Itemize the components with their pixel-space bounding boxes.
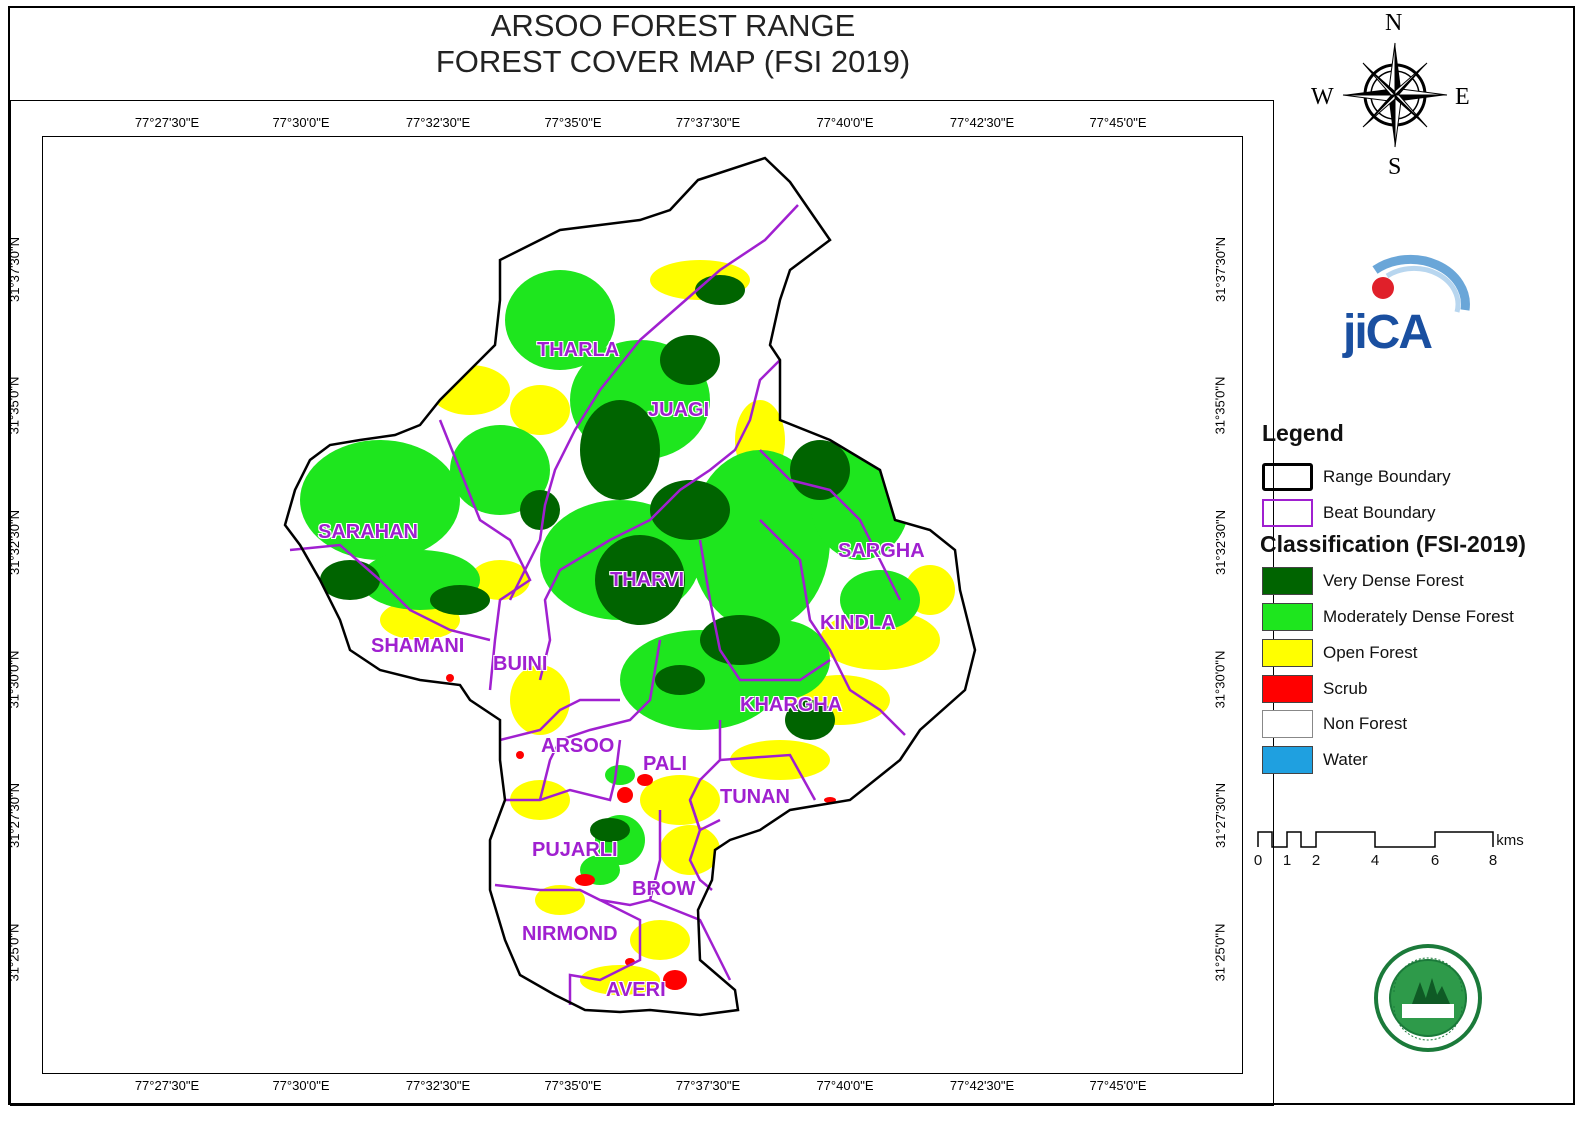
lon-tick-bottom: 77°45'0"E <box>1089 1078 1147 1093</box>
forest-department-seal-icon <box>1374 944 1482 1052</box>
legend-swatch <box>1262 567 1313 595</box>
beat-label-averi: AVERI <box>606 979 666 1001</box>
svg-text:jiCA: jiCA <box>1342 306 1432 359</box>
scale-label: 0 <box>1253 852 1263 869</box>
beat-label-shamani: SHAMANI <box>371 635 465 657</box>
map-title-line1: ARSOO FOREST RANGE <box>490 8 856 43</box>
lon-tick-bottom: 77°32'30"E <box>405 1078 471 1093</box>
lon-tick-top: 77°30'0"E <box>272 115 330 130</box>
lon-tick-bottom: 77°40'0"E <box>816 1078 874 1093</box>
beat-label-pali: PALI <box>643 753 688 775</box>
beat-label-tharla: THARLA <box>537 339 620 361</box>
legend-swatch <box>1262 746 1313 774</box>
lon-tick-top: 77°32'30"E <box>405 115 471 130</box>
lon-tick-bottom: 77°27'30"E <box>134 1078 200 1093</box>
legend-label: Water <box>1323 750 1368 769</box>
legend-label: Non Forest <box>1323 714 1408 733</box>
lon-tick-top: 77°40'0"E <box>816 115 874 130</box>
beat-boundaries <box>289 204 906 1005</box>
legend-label: Open Forest <box>1323 643 1418 662</box>
lon-tick-top: 77°35'0"E <box>544 115 602 130</box>
range-boundary <box>283 156 977 1017</box>
beat-label-pujarli: PUJARLI <box>532 839 618 861</box>
beat-label-kindla: KINDLA <box>820 612 896 634</box>
legend-swatch <box>1262 639 1313 667</box>
legend-label: Range Boundary <box>1323 467 1451 486</box>
legend-swatch <box>1262 675 1313 703</box>
scale-unit: kms <box>1496 832 1524 849</box>
legend-swatch <box>1262 603 1313 631</box>
legend-swatch <box>1262 710 1313 738</box>
compass-n: N <box>1385 10 1403 36</box>
legend-swatch <box>1262 499 1313 527</box>
compass-s: S <box>1388 154 1402 180</box>
legend-label: Scrub <box>1323 679 1368 698</box>
scale-label: 8 <box>1488 852 1498 869</box>
beat-label-brow: BROW <box>632 878 696 900</box>
beat-label-tunan: TUNAN <box>720 786 790 808</box>
lon-tick-bottom: 77°30'0"E <box>272 1078 330 1093</box>
beat-label-nirmond: NIRMOND <box>522 923 618 945</box>
north-arrow-icon <box>1342 42 1448 148</box>
beat-label-juagi: JUAGI <box>648 399 710 421</box>
jica-logo-icon: jiCA <box>1342 254 1470 359</box>
scale-bar <box>1257 831 1494 848</box>
lon-tick-top: 77°45'0"E <box>1089 115 1147 130</box>
legend-swatch <box>1262 463 1313 491</box>
beat-label-arsoo: ARSOO <box>541 735 615 757</box>
lon-tick-bottom: 77°42'30"E <box>949 1078 1015 1093</box>
classification-title: Classification (FSI-2019) <box>1260 531 1526 557</box>
scale-label: 2 <box>1311 852 1321 869</box>
lon-tick-top: 77°27'30"E <box>134 115 200 130</box>
beat-label-sargha: SARGHA <box>838 540 925 562</box>
scale-label: 1 <box>1282 852 1292 869</box>
lon-tick-top: 77°42'30"E <box>949 115 1015 130</box>
map-title-line2: FOREST COVER MAP (FSI 2019) <box>435 44 911 79</box>
lon-tick-top: 77°37'30"E <box>675 115 741 130</box>
beat-label-tharvi: THARVI <box>610 569 685 591</box>
beat-label-khargha: KHARGHA <box>740 694 843 716</box>
legend-label: Beat Boundary <box>1323 503 1436 522</box>
map-outer-border <box>8 6 1575 1105</box>
legend-label: Very Dense Forest <box>1323 571 1464 590</box>
lon-tick-bottom: 77°35'0"E <box>544 1078 602 1093</box>
beat-label-buini: BUINI <box>493 653 548 675</box>
beat-label-sarahan: SARAHAN <box>318 521 418 543</box>
legend-title: Legend <box>1262 420 1344 446</box>
compass-e: E <box>1455 84 1470 110</box>
compass-w: W <box>1311 84 1334 110</box>
map-neatline <box>42 136 1243 1074</box>
map-title: ARSOO FOREST RANGE FOREST COVER MAP (FSI… <box>8 8 1338 80</box>
scale-label: 4 <box>1370 852 1380 869</box>
legend-label: Moderately Dense Forest <box>1323 607 1514 626</box>
lon-tick-bottom: 77°37'30"E <box>675 1078 741 1093</box>
scale-label: 6 <box>1430 852 1440 869</box>
